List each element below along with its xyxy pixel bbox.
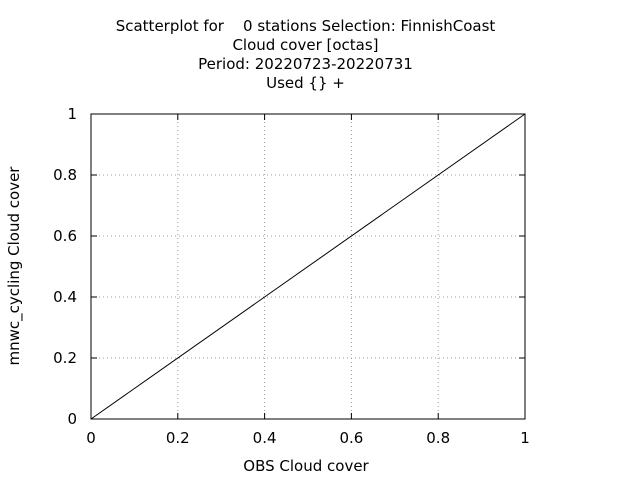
y-tick-labels: 0 0.2 0.4 0.6 0.8 1	[53, 105, 77, 428]
x-tick-label: 0.8	[426, 429, 450, 447]
title-line-1: Scatterplot for 0 stations Selection: Fi…	[115, 17, 496, 35]
plot-frame	[90, 113, 526, 420]
y-tick-label: 0.6	[53, 227, 77, 245]
x-tick-label: 0	[86, 429, 96, 447]
x-axis-label: OBS Cloud cover	[243, 457, 369, 475]
x-tick-label: 1	[520, 429, 530, 447]
y-axis-label: mnwc_cycling Cloud cover	[5, 166, 24, 366]
y-tick-label: 0.2	[53, 349, 77, 367]
x-tick-label: 0.4	[253, 429, 277, 447]
grid-lines	[91, 114, 525, 419]
x-tick-label: 0.6	[339, 429, 363, 447]
reference-diagonal-line	[90, 113, 526, 420]
y-tick-label: 0.4	[53, 288, 77, 306]
y-tick-label: 0.8	[53, 166, 77, 184]
y-tick-label: 1	[67, 105, 77, 123]
chart-title: Scatterplot for 0 stations Selection: Fi…	[0, 17, 611, 93]
x-tick-labels: 0 0.2 0.4 0.6 0.8 1	[86, 429, 530, 447]
title-line-4: Used {} +	[266, 74, 345, 92]
title-line-3: Period: 20220723-20220731	[198, 55, 413, 73]
x-tick-label: 0.2	[166, 429, 190, 447]
title-line-2: Cloud cover [octas]	[232, 36, 379, 54]
y-tick-label: 0	[67, 410, 77, 428]
